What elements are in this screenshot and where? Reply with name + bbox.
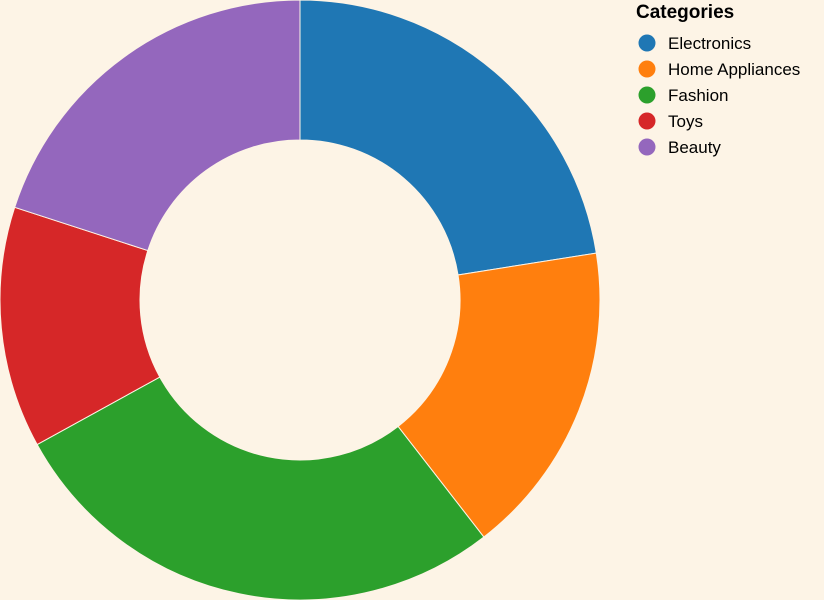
donut-slices: [0, 0, 601, 600]
legend-label-electronics: Electronics: [668, 34, 751, 53]
slice-home-appliances: [397, 252, 601, 538]
legend-label-fashion: Fashion: [668, 86, 728, 105]
legend-item-home-appliances: Home Appliances: [638, 60, 800, 79]
legend-swatch-home-appliances: [638, 60, 656, 78]
legend-swatch-fashion: [638, 86, 656, 104]
legend-item-beauty: Beauty: [638, 138, 721, 157]
legend-label-toys: Toys: [668, 112, 703, 131]
slice-beauty: [14, 0, 301, 252]
legend-label-home-appliances: Home Appliances: [668, 60, 800, 79]
legend-swatch-electronics: [638, 34, 656, 52]
legend-item-toys: Toys: [638, 112, 703, 131]
legend-item-fashion: Fashion: [638, 86, 728, 105]
slice-electronics: [299, 0, 597, 276]
legend-items: Electronics Home Appliances Fashion Toys Bea…: [638, 34, 800, 157]
legend-item-electronics: Electronics: [638, 34, 751, 53]
legend: Categories Electronics Home Appliances Fas…: [636, 2, 800, 157]
slice-fashion: [36, 376, 485, 600]
legend-title: Categories: [636, 2, 734, 23]
legend-label-beauty: Beauty: [668, 138, 721, 157]
legend-swatch-toys: [638, 112, 656, 130]
legend-swatch-beauty: [638, 138, 656, 156]
